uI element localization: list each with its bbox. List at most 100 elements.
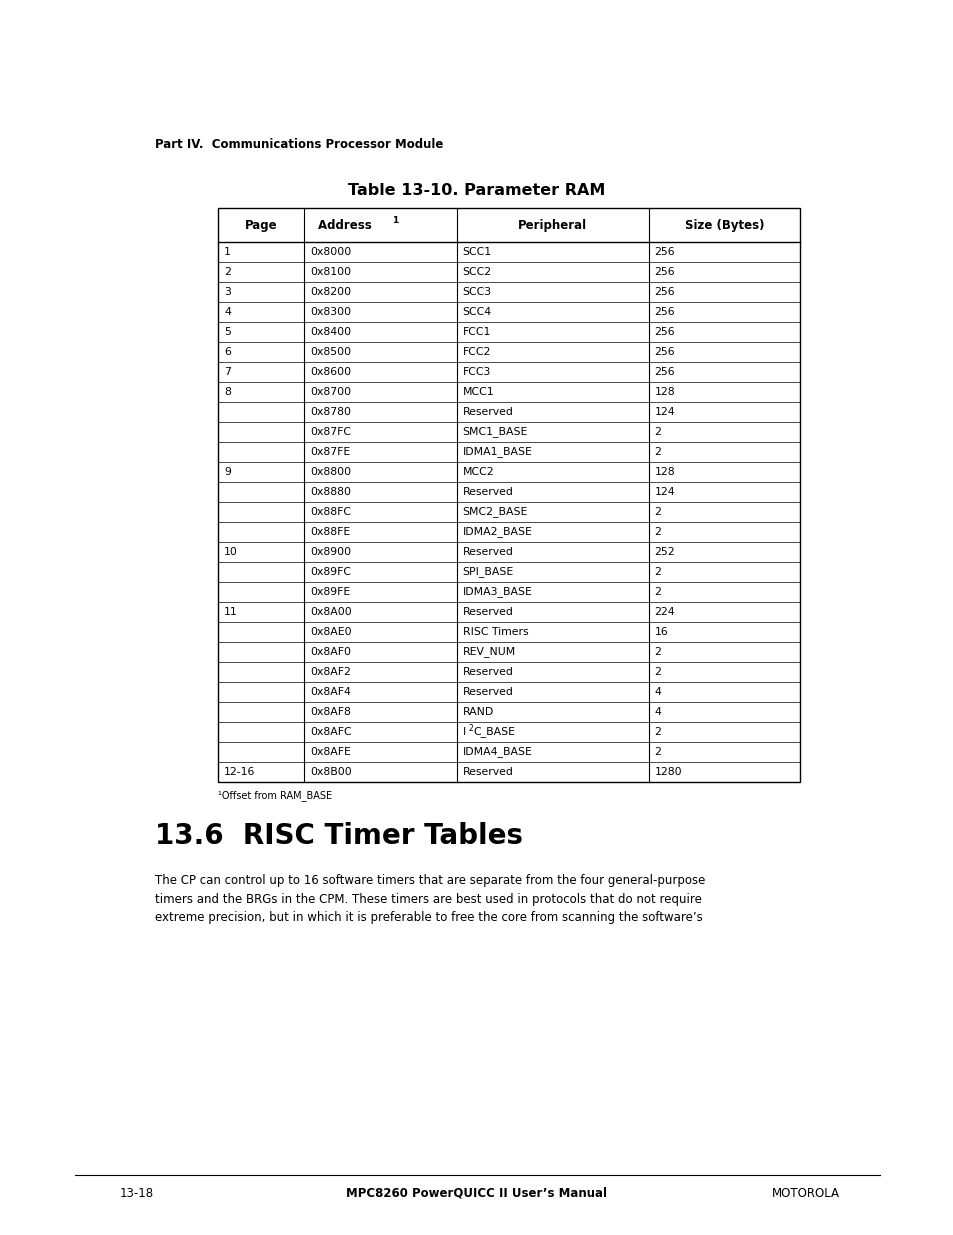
- Text: MPC8260 PowerQUICC II User’s Manual: MPC8260 PowerQUICC II User’s Manual: [346, 1187, 607, 1200]
- Text: SPI_BASE: SPI_BASE: [462, 567, 514, 578]
- Text: 0x8AF4: 0x8AF4: [310, 687, 351, 697]
- Text: 4: 4: [224, 308, 231, 317]
- Text: 10: 10: [224, 547, 237, 557]
- Text: 0x8AFE: 0x8AFE: [310, 747, 351, 757]
- Text: IDMA2_BASE: IDMA2_BASE: [462, 526, 532, 537]
- Text: Reserved: Reserved: [462, 487, 513, 496]
- Text: IDMA3_BASE: IDMA3_BASE: [462, 587, 532, 598]
- Text: 224: 224: [654, 606, 675, 618]
- Text: 0x89FE: 0x89FE: [310, 587, 350, 597]
- Text: 9: 9: [224, 467, 231, 477]
- Text: 0x89FC: 0x89FC: [310, 567, 351, 577]
- Text: SCC2: SCC2: [462, 267, 491, 277]
- Text: 2: 2: [654, 727, 660, 737]
- Text: Reserved: Reserved: [462, 606, 513, 618]
- Text: 5: 5: [224, 327, 231, 337]
- Text: 256: 256: [654, 267, 675, 277]
- Bar: [218, 207, 800, 782]
- Text: IDMA4_BASE: IDMA4_BASE: [462, 746, 532, 757]
- Text: 0x8700: 0x8700: [310, 387, 351, 396]
- Text: 13-18: 13-18: [120, 1187, 154, 1200]
- Text: Reserved: Reserved: [462, 408, 513, 417]
- Text: 6: 6: [224, 347, 231, 357]
- Text: Reserved: Reserved: [462, 687, 513, 697]
- Text: 11: 11: [224, 606, 237, 618]
- Text: 0x8AE0: 0x8AE0: [310, 627, 352, 637]
- Text: RAND: RAND: [462, 706, 494, 718]
- Text: 256: 256: [654, 367, 675, 377]
- Text: 0x8AF0: 0x8AF0: [310, 647, 351, 657]
- Text: 0x88FC: 0x88FC: [310, 508, 351, 517]
- Text: 2: 2: [654, 447, 660, 457]
- Text: 0x8100: 0x8100: [310, 267, 351, 277]
- Text: C_BASE: C_BASE: [473, 726, 515, 737]
- Text: Peripheral: Peripheral: [517, 219, 587, 231]
- Text: 256: 256: [654, 247, 675, 257]
- Text: 4: 4: [654, 687, 660, 697]
- Text: 0x8A00: 0x8A00: [310, 606, 352, 618]
- Text: FCC2: FCC2: [462, 347, 491, 357]
- Text: 2: 2: [224, 267, 231, 277]
- Text: 0x87FC: 0x87FC: [310, 427, 351, 437]
- Text: Part IV.  Communications Processor Module: Part IV. Communications Processor Module: [154, 138, 443, 151]
- Text: 0x8400: 0x8400: [310, 327, 351, 337]
- Text: 256: 256: [654, 287, 675, 296]
- Text: MOTOROLA: MOTOROLA: [771, 1187, 840, 1200]
- Text: 8: 8: [224, 387, 231, 396]
- Text: 0x88FE: 0x88FE: [310, 527, 350, 537]
- Text: Reserved: Reserved: [462, 547, 513, 557]
- Text: 2: 2: [654, 527, 660, 537]
- Text: 0x8B00: 0x8B00: [310, 767, 352, 777]
- Text: Reserved: Reserved: [462, 767, 513, 777]
- Text: SMC2_BASE: SMC2_BASE: [462, 506, 527, 517]
- Text: 1: 1: [224, 247, 231, 257]
- Text: 0x8780: 0x8780: [310, 408, 351, 417]
- Text: 0x8880: 0x8880: [310, 487, 351, 496]
- Text: 2: 2: [654, 427, 660, 437]
- Text: 4: 4: [654, 706, 660, 718]
- Text: 2: 2: [468, 724, 473, 732]
- Text: 0x8500: 0x8500: [310, 347, 351, 357]
- Text: 16: 16: [654, 627, 668, 637]
- Text: 0x8200: 0x8200: [310, 287, 351, 296]
- Text: 0x8AFC: 0x8AFC: [310, 727, 352, 737]
- Text: 0x8AF2: 0x8AF2: [310, 667, 351, 677]
- Text: The CP can control up to 16 software timers that are separate from the four gene: The CP can control up to 16 software tim…: [154, 874, 704, 924]
- Text: FCC3: FCC3: [462, 367, 491, 377]
- Text: SCC3: SCC3: [462, 287, 491, 296]
- Text: I: I: [462, 727, 465, 737]
- Text: Table 13-10. Parameter RAM: Table 13-10. Parameter RAM: [348, 183, 605, 198]
- Text: 0x8300: 0x8300: [310, 308, 351, 317]
- Text: 12-16: 12-16: [224, 767, 255, 777]
- Text: Size (Bytes): Size (Bytes): [684, 219, 763, 231]
- Text: 124: 124: [654, 487, 675, 496]
- Text: 2: 2: [654, 587, 660, 597]
- Text: Address: Address: [317, 219, 375, 231]
- Text: 7: 7: [224, 367, 231, 377]
- Text: ¹Offset from RAM_BASE: ¹Offset from RAM_BASE: [218, 790, 332, 802]
- Text: 2: 2: [654, 567, 660, 577]
- Text: IDMA1_BASE: IDMA1_BASE: [462, 447, 532, 457]
- Text: 252: 252: [654, 547, 675, 557]
- Text: 0x8600: 0x8600: [310, 367, 351, 377]
- Text: 13.6  RISC Timer Tables: 13.6 RISC Timer Tables: [154, 823, 522, 850]
- Text: 0x8900: 0x8900: [310, 547, 351, 557]
- Text: 128: 128: [654, 467, 675, 477]
- Text: 2: 2: [654, 508, 660, 517]
- Text: 124: 124: [654, 408, 675, 417]
- Text: 2: 2: [654, 647, 660, 657]
- Text: 2: 2: [654, 747, 660, 757]
- Text: Page: Page: [245, 219, 277, 231]
- Text: 0x8800: 0x8800: [310, 467, 351, 477]
- Text: 0x8000: 0x8000: [310, 247, 351, 257]
- Text: Reserved: Reserved: [462, 667, 513, 677]
- Text: SCC1: SCC1: [462, 247, 491, 257]
- Text: 1: 1: [392, 215, 398, 225]
- Text: 3: 3: [224, 287, 231, 296]
- Text: 1280: 1280: [654, 767, 681, 777]
- Text: 128: 128: [654, 387, 675, 396]
- Text: RISC Timers: RISC Timers: [462, 627, 528, 637]
- Text: MCC1: MCC1: [462, 387, 494, 396]
- Text: 2: 2: [654, 667, 660, 677]
- Text: 0x87FE: 0x87FE: [310, 447, 350, 457]
